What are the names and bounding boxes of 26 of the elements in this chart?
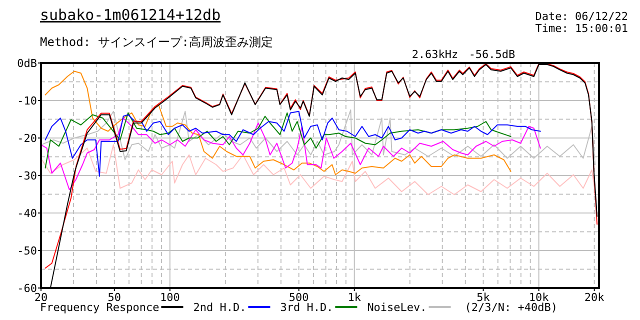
x-tick-label: 20: [34, 291, 48, 304]
legend-label: 2nd H.D.: [193, 301, 246, 314]
y-tick-label: -60: [17, 282, 37, 295]
legend-label: Frequency Responce: [40, 301, 160, 314]
x-tick-label: 1k: [348, 291, 362, 304]
chart-title: subako-1m061214+12db: [40, 6, 221, 24]
x-tick-label: 500: [288, 291, 309, 304]
y-tick-label: -50: [17, 244, 37, 258]
text: -56.5dB: [468, 48, 516, 61]
x-tick-label: 10k: [528, 291, 550, 304]
text: 2.63kHz: [412, 48, 458, 61]
legend-label: NoiseLev.: [367, 301, 427, 314]
y-tick-label: -10: [17, 94, 37, 108]
x-tick-label: 100: [160, 291, 180, 304]
x-tick-label: 5k: [476, 291, 490, 304]
y-tick-label: -40: [17, 207, 37, 220]
x-tick-label: 50: [108, 291, 122, 304]
x-tick-label: 20k: [584, 291, 605, 304]
text: Date: 06/12/22: [535, 10, 628, 23]
chart-subtitle: Method: サインスイープ:高周波歪み測定: [40, 35, 274, 49]
text: (2/3/N: +40dB): [464, 301, 558, 314]
text: Time: 15:00:01: [535, 22, 628, 35]
y-tick-label: 0dB: [17, 57, 38, 70]
y-tick-label: -30: [17, 170, 37, 182]
legend-label: 3rd H.D.: [280, 301, 334, 314]
y-tick-label: -20: [17, 132, 37, 145]
